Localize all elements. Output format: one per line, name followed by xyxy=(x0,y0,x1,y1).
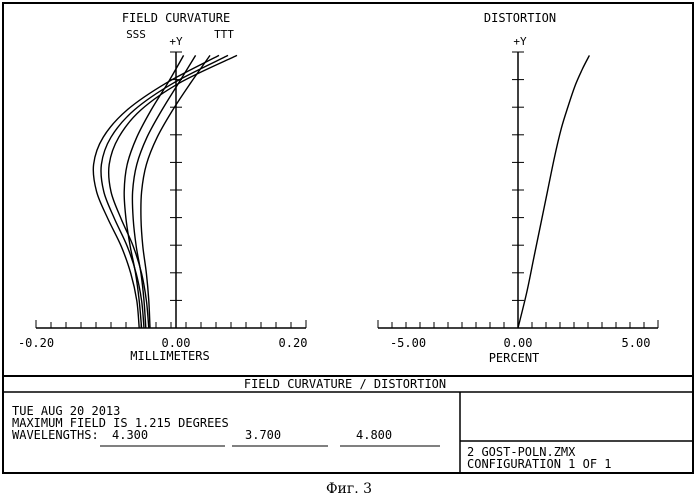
distortion-x-tick-label: -5.00 xyxy=(390,336,426,350)
panel-wavelength-3: 4.800 xyxy=(356,428,392,442)
distortion-curves xyxy=(518,55,589,328)
panel-wavelength-2: 3.700 xyxy=(245,428,281,442)
distortion-x-axis-label: PERCENT xyxy=(489,351,540,365)
distortion-x-tick-label: 5.00 xyxy=(622,336,651,350)
distortion-curve-1 xyxy=(518,55,589,328)
panel-header: FIELD CURVATURE / DISTORTION xyxy=(244,377,446,391)
field-curvature-title: FIELD CURVATURE xyxy=(122,11,230,25)
distortion-axes xyxy=(378,52,658,328)
distortion-x-tick-label: 0.00 xyxy=(504,336,533,350)
figure-frame xyxy=(3,3,693,473)
field-curvature-x-tick-label: 0.20 xyxy=(279,336,308,350)
panel-configuration: CONFIGURATION 1 OF 1 xyxy=(467,457,612,471)
field-curvature-y-axis-label: +Y xyxy=(169,35,183,48)
field-curvature-chart: FIELD CURVATURE SSS TTT +Y -0.20 0.00 0.… xyxy=(18,11,308,363)
tangential-label: TTT xyxy=(214,28,234,41)
figure-caption: Фиг. 3 xyxy=(0,481,698,497)
sagittal-label: SSS xyxy=(126,28,146,41)
field-curvature-curve-5 xyxy=(101,55,228,328)
field-curvature-x-tick-label: 0.00 xyxy=(162,336,191,350)
field-curvature-curve-4 xyxy=(109,55,237,328)
field-curvature-curves xyxy=(93,55,237,328)
field-curvature-axes xyxy=(36,52,306,328)
field-curvature-x-axis-label: MILLIMETERS xyxy=(130,349,209,363)
field-curvature-curve-6 xyxy=(93,55,219,328)
panel-wavelengths-label: WAVELENGTHS: xyxy=(12,428,99,442)
panel-wavelength-1: 4.300 xyxy=(112,428,148,442)
distortion-title: DISTORTION xyxy=(484,11,556,25)
distortion-y-axis-label: +Y xyxy=(513,35,527,48)
field-curvature-x-tick-label: -0.20 xyxy=(18,336,54,350)
distortion-chart: DISTORTION +Y -5.00 0.00 5.00 PERCENT xyxy=(378,11,658,365)
